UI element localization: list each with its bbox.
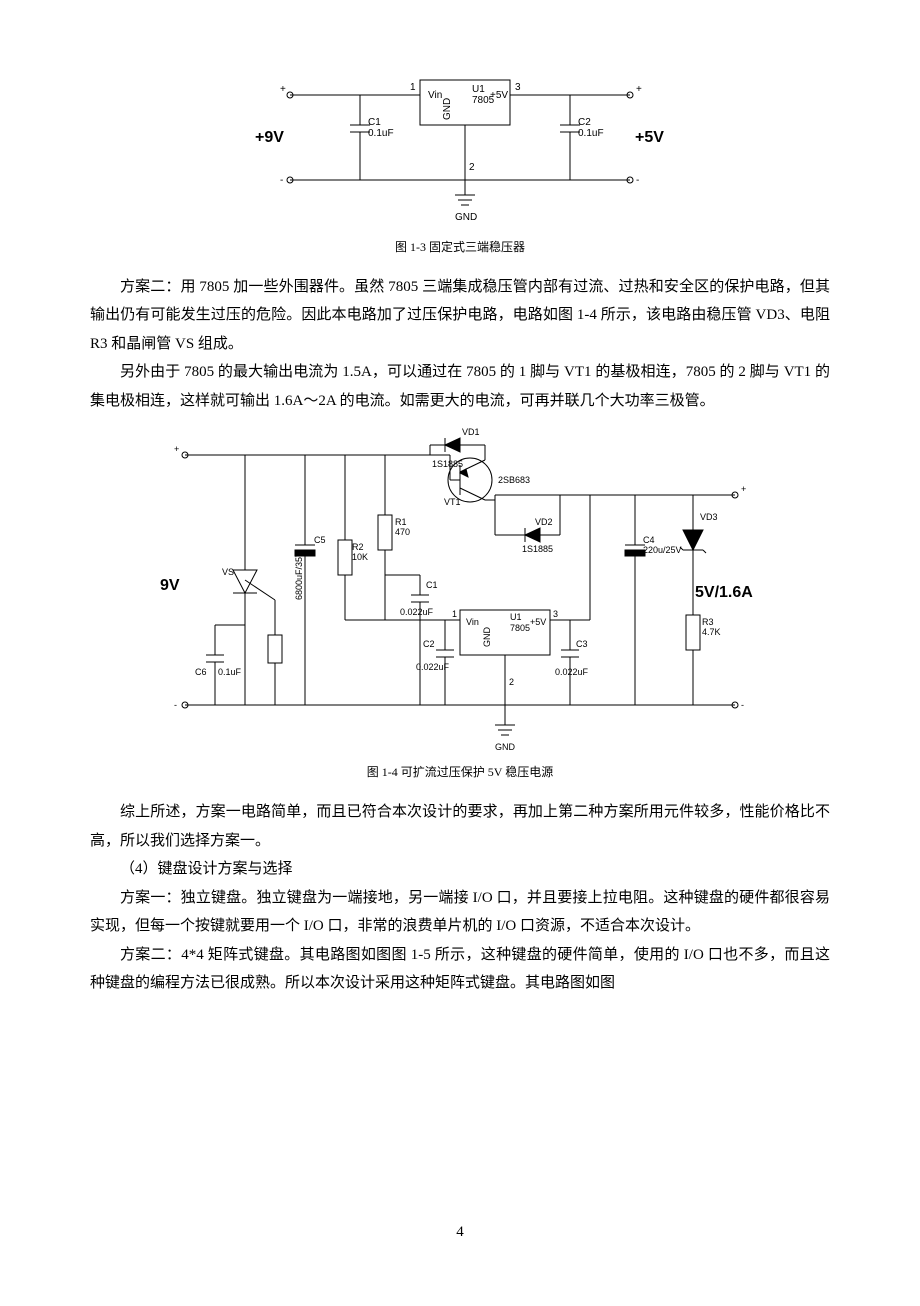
svg-text:3: 3 <box>553 609 558 619</box>
svg-text:470: 470 <box>395 527 410 537</box>
svg-text:VD1: VD1 <box>462 427 480 437</box>
pin1: 1 <box>410 82 416 93</box>
svg-text:4.7K: 4.7K <box>702 627 721 637</box>
c1-val: 0.1uF <box>368 128 394 139</box>
plus-left: + <box>280 84 286 95</box>
svg-text:VT1: VT1 <box>444 497 461 507</box>
right-voltage: +5V <box>635 129 664 146</box>
svg-text:0.022uF: 0.022uF <box>555 667 589 677</box>
svg-text:1: 1 <box>452 609 457 619</box>
minus-left: - <box>280 175 283 186</box>
svg-text:7805: 7805 <box>510 623 530 633</box>
svg-text:6800uF/35V: 6800uF/35V <box>294 551 304 600</box>
figure-1-4: + + - - VD1 1S1885 VD2 1S1885 VD3 2SB683… <box>90 425 830 784</box>
pin3: 3 <box>515 82 521 93</box>
figure-1-4-caption: 图 1-4 可扩流过压保护 5V 稳压电源 <box>90 761 830 784</box>
gnd-inner: GND <box>442 98 453 120</box>
svg-text:-: - <box>174 700 177 710</box>
svg-text:0.022uF: 0.022uF <box>400 607 434 617</box>
figure-1-3: + + - - 1 3 2 Vin U1 7805 +5V GND GND C1… <box>90 70 830 259</box>
paragraph-3: 综上所述，方案一电路简单，而且已符合本次设计的要求，再加上第二种方案所用元件较多… <box>90 798 830 855</box>
vin-label: Vin <box>428 90 442 101</box>
paragraph-5: 方案一：独立键盘。独立键盘为一端接地，另一端接 I/O 口，并且要接上拉电阻。这… <box>90 884 830 941</box>
svg-text:10K: 10K <box>352 552 368 562</box>
paragraph-2: 另外由于 7805 的最大输出电流为 1.5A，可以通过在 7805 的 1 脚… <box>90 358 830 415</box>
svg-text:0.1uF: 0.1uF <box>218 667 242 677</box>
svg-text:VD2: VD2 <box>535 517 553 527</box>
minus-right: - <box>636 175 639 186</box>
svg-text:1S1885: 1S1885 <box>432 459 463 469</box>
paragraph-1: 方案二：用 7805 加一些外围器件。虽然 7805 三端集成稳压管内部有过流、… <box>90 273 830 359</box>
svg-text:C5: C5 <box>314 535 326 545</box>
svg-text:0.022uF: 0.022uF <box>416 662 450 672</box>
plus-right: + <box>636 84 642 95</box>
paragraph-4: （4）键盘设计方案与选择 <box>90 855 830 884</box>
svg-text:C3: C3 <box>576 639 588 649</box>
svg-text:2SB683: 2SB683 <box>498 475 530 485</box>
svg-text:+: + <box>741 484 746 494</box>
figure-1-3-caption: 图 1-3 固定式三端稳压器 <box>90 236 830 259</box>
svg-text:C1: C1 <box>426 580 438 590</box>
svg-text:Vin: Vin <box>466 617 479 627</box>
svg-text:R1: R1 <box>395 517 407 527</box>
svg-text:GND: GND <box>482 627 492 648</box>
svg-text:+5V: +5V <box>530 617 546 627</box>
svg-text:VS: VS <box>222 567 234 577</box>
svg-text:1S1885: 1S1885 <box>522 544 553 554</box>
svg-text:2: 2 <box>509 677 514 687</box>
svg-text:U1: U1 <box>510 612 522 622</box>
svg-text:VD3: VD3 <box>700 512 718 522</box>
circuit-1-3: + + - - 1 3 2 Vin U1 7805 +5V GND GND C1… <box>250 70 670 230</box>
pin2: 2 <box>469 162 475 173</box>
page-number: 4 <box>90 1218 830 1247</box>
input-voltage: 9V <box>160 577 180 594</box>
c2-val: 0.1uF <box>578 128 604 139</box>
paragraph-6: 方案二：4*4 矩阵式键盘。其电路图如图图 1-5 所示，这种键盘的硬件简单，使… <box>90 941 830 998</box>
c2-name: C2 <box>578 117 591 128</box>
output-voltage: 5V/1.6A <box>695 584 753 601</box>
circuit-1-4: + + - - VD1 1S1885 VD2 1S1885 VD3 2SB683… <box>140 425 780 755</box>
svg-text:C2: C2 <box>423 639 435 649</box>
c1-name: C1 <box>368 117 381 128</box>
svg-text:R2: R2 <box>352 542 364 552</box>
u1-label: U1 <box>472 84 485 95</box>
v5-label: +5V <box>490 90 508 101</box>
svg-text:C4: C4 <box>643 535 655 545</box>
svg-text:220u/25V: 220u/25V <box>643 545 682 555</box>
svg-text:GND: GND <box>495 742 516 752</box>
svg-text:R3: R3 <box>702 617 714 627</box>
left-voltage: +9V <box>255 129 284 146</box>
svg-text:C6: C6 <box>195 667 207 677</box>
gnd-label: GND <box>455 212 477 223</box>
svg-text:-: - <box>741 700 744 710</box>
svg-text:+: + <box>174 444 179 454</box>
